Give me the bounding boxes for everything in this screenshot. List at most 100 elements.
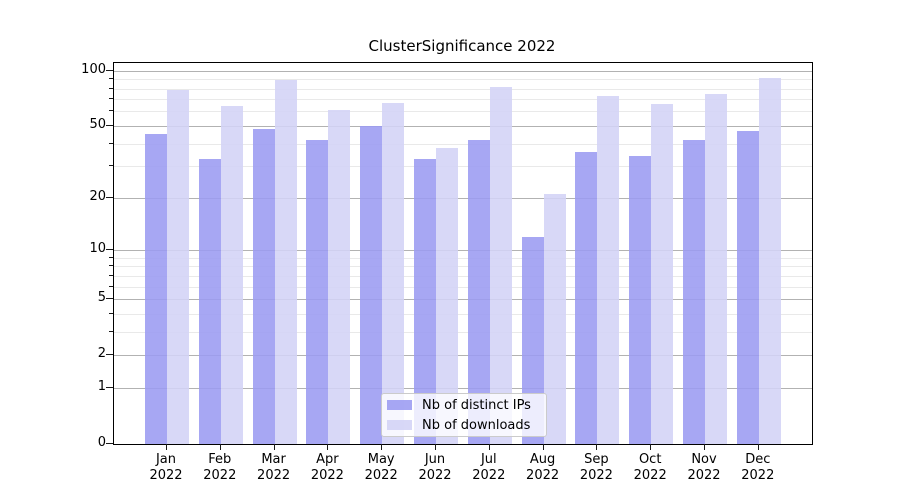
y-axis-minor-tick	[109, 165, 113, 167]
y-axis-minor-tick	[109, 285, 113, 287]
legend-item-distinct-ips: Nb of distinct IPs	[387, 398, 546, 413]
x-axis-label-year: 2022	[472, 468, 506, 483]
x-axis-label-year: 2022	[364, 468, 398, 483]
x-axis-tick	[596, 444, 598, 450]
y-axis-tick	[106, 443, 113, 444]
y-axis-tick	[106, 196, 113, 198]
major-gridline	[114, 70, 812, 72]
x-axis-label-year: 2022	[526, 468, 560, 483]
bar-downloads-jul	[489, 86, 512, 444]
x-axis-label: Dec 2022	[728, 452, 788, 484]
x-axis-label-month: Jun	[424, 452, 446, 467]
y-axis-tick	[106, 298, 113, 299]
minor-gridline	[114, 286, 812, 288]
x-axis-tick	[327, 444, 329, 450]
bar-downloads-dec	[758, 78, 781, 444]
y-axis-minor-tick	[109, 312, 113, 314]
x-axis-label-year: 2022	[633, 468, 667, 483]
bar-downloads-jun	[436, 147, 458, 444]
minor-gridline	[114, 313, 812, 315]
x-axis-label: Aug 2022	[513, 452, 573, 484]
x-axis-label: Nov 2022	[674, 452, 734, 484]
major-gridline	[114, 250, 812, 251]
bar-downloads-may	[382, 102, 405, 444]
minor-gridline	[114, 111, 812, 113]
y-axis-label: 5	[97, 290, 106, 305]
x-axis-label-year: 2022	[257, 468, 291, 483]
y-axis-label: 100	[81, 61, 106, 77]
bar-downloads-aug	[543, 193, 566, 444]
minor-gridline	[114, 257, 812, 259]
x-axis-tick	[757, 444, 759, 450]
minor-gridline	[114, 143, 812, 145]
bar-ips-dec	[736, 130, 759, 444]
y-axis-label: 20	[89, 188, 106, 204]
bar-downloads-nov	[705, 93, 727, 444]
y-axis-tick	[106, 386, 113, 388]
bar-ips-mar	[252, 129, 275, 444]
y-axis-tick	[106, 124, 113, 126]
x-axis-label: Mar 2022	[244, 452, 304, 484]
bar-downloads-jan	[167, 89, 189, 444]
bar-ips-jan	[145, 134, 167, 444]
major-gridline	[114, 125, 812, 127]
x-axis-label-month: Apr	[316, 452, 339, 467]
x-axis-label-year: 2022	[687, 468, 721, 483]
x-axis-label: Jun 2022	[405, 452, 465, 484]
y-axis-minor-tick	[109, 265, 113, 267]
bar-ips-feb	[198, 158, 221, 444]
legend: Nb of distinct IPs Nb of downloads	[381, 393, 547, 437]
x-axis-label: Oct 2022	[620, 452, 680, 484]
x-axis-tick	[273, 444, 275, 450]
y-axis-tick	[106, 69, 113, 71]
major-gridline	[114, 387, 812, 389]
x-axis-label-year: 2022	[418, 468, 452, 483]
x-axis-tick	[650, 444, 652, 450]
x-axis-tick	[704, 444, 705, 450]
y-axis-minor-tick	[109, 274, 113, 276]
x-axis-tick	[488, 444, 490, 450]
legend-label-downloads: Nb of downloads	[422, 417, 531, 433]
bar-ips-may	[360, 125, 383, 444]
y-axis-minor-tick	[109, 98, 113, 100]
y-axis-minor-tick	[109, 78, 113, 80]
plot-area: Nb of distinct IPs Nb of downloads	[113, 62, 813, 445]
x-axis-label-month: Jul	[480, 452, 497, 467]
y-axis-tick	[106, 249, 113, 250]
x-axis-label-month: Mar	[261, 452, 286, 467]
x-axis-label: May 2022	[351, 452, 411, 484]
y-axis-minor-tick	[109, 110, 113, 112]
bar-ips-jul	[467, 139, 490, 444]
bar-ips-aug	[521, 236, 544, 444]
x-axis-label-year: 2022	[579, 468, 613, 483]
major-gridline	[114, 299, 812, 300]
bar-ips-jun	[414, 158, 436, 444]
y-axis-label: 0	[97, 435, 106, 450]
minor-gridline	[114, 166, 812, 168]
x-axis-label-year: 2022	[149, 468, 183, 483]
x-axis-label-month: Sep	[584, 452, 609, 467]
major-gridline	[114, 355, 812, 357]
y-axis-minor-tick	[109, 330, 113, 332]
minor-gridline	[114, 79, 812, 81]
bar-ips-sep	[575, 151, 598, 444]
major-gridline	[114, 197, 812, 199]
x-axis-label-month: Aug	[529, 452, 556, 467]
x-axis-label-year: 2022	[203, 468, 237, 483]
bar-ips-oct	[629, 156, 652, 444]
x-axis-tick	[542, 444, 544, 450]
bar-downloads-mar	[274, 80, 297, 444]
x-axis-label: Jan 2022	[136, 452, 196, 484]
y-axis-label: 50	[89, 116, 106, 132]
x-axis-label-year: 2022	[741, 468, 775, 483]
x-axis-label-month: Feb	[208, 452, 232, 467]
x-axis-label-month: Oct	[638, 452, 662, 467]
y-axis-label: 1	[97, 378, 106, 394]
bar-downloads-apr	[328, 110, 351, 444]
y-axis-tick	[106, 354, 113, 356]
x-axis-label-year: 2022	[310, 468, 344, 483]
y-axis-label: 2	[97, 346, 106, 362]
legend-item-downloads: Nb of downloads	[387, 418, 546, 433]
x-axis-label-month: Dec	[745, 452, 771, 467]
